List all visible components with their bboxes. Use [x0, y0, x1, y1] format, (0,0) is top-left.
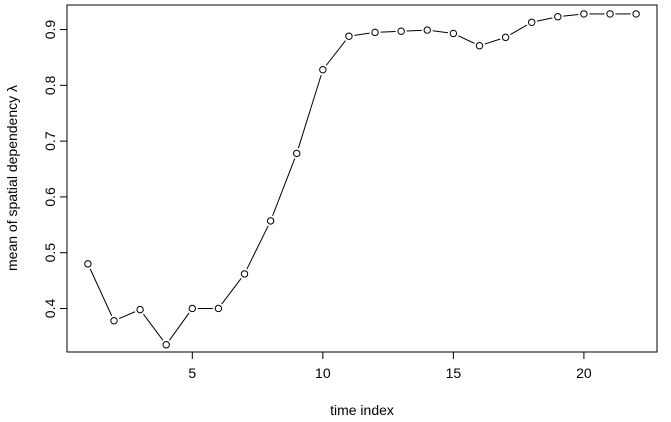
line-segment-1: [89, 268, 113, 316]
data-point-12: [371, 28, 379, 37]
data-point-4: [162, 341, 170, 349]
data-point-9: [293, 149, 301, 158]
x-tick-label-5: 5: [188, 365, 196, 381]
y-tick-label-0.6: 0.6: [42, 187, 58, 207]
data-point-13: [397, 27, 405, 35]
line-segment-7: [246, 225, 269, 270]
data-point-20: [580, 10, 588, 18]
plot-frame: [66, 4, 658, 353]
line-segment-17: [510, 24, 528, 36]
line-segment-8: [272, 158, 296, 216]
x-tick-label-15: 15: [446, 365, 462, 381]
y-axis-title: mean of spatial dependency λ: [4, 85, 20, 271]
data-point-2: [110, 317, 118, 325]
line-segment-13: [406, 29, 422, 32]
data-point-18: [527, 18, 536, 26]
series-line-group: [89, 13, 631, 341]
data-point-22: [632, 10, 640, 18]
data-point-16: [475, 42, 484, 50]
data-point-8: [266, 217, 275, 225]
x-tick-label-10: 10: [315, 365, 331, 381]
line-segment-2: [118, 311, 136, 320]
series-points-group: [84, 10, 640, 349]
line-segment-15: [458, 35, 475, 44]
x-tick-label-20: 20: [576, 365, 592, 381]
data-point-11: [345, 32, 353, 40]
data-point-10: [319, 66, 327, 74]
data-point-21: [606, 10, 614, 18]
data-point-19: [554, 13, 562, 21]
line-segment-3: [142, 313, 164, 341]
y-tick-label-0.8: 0.8: [42, 75, 58, 95]
line-segment-4: [169, 312, 190, 341]
y-tick-label-0.5: 0.5: [42, 243, 58, 263]
y-axis: 0.4 0.5 0.6 0.7 0.8 0.9: [42, 20, 67, 319]
data-point-5: [188, 304, 197, 313]
line-segment-9: [297, 74, 322, 149]
x-axis-title: time index: [330, 402, 394, 418]
line-segment-11: [354, 32, 370, 36]
y-tick-label-0.4: 0.4: [42, 299, 58, 319]
data-point-17: [501, 33, 510, 42]
data-point-14: [423, 26, 431, 34]
line-segment-14: [432, 30, 448, 34]
line-segment-18: [536, 17, 553, 22]
line-segment-6: [221, 277, 242, 305]
x-axis: 5 10 15 20: [188, 352, 592, 381]
y-tick-label-0.7: 0.7: [42, 131, 58, 151]
data-point-3: [136, 305, 144, 314]
data-point-6: [214, 304, 223, 313]
data-point-1: [84, 260, 92, 268]
data-point-7: [240, 270, 249, 278]
line-segment-10: [325, 40, 346, 66]
data-point-15: [449, 29, 458, 38]
y-tick-label-0.9: 0.9: [42, 20, 58, 40]
line-segment-16: [484, 38, 501, 45]
line-segment-19: [563, 14, 579, 17]
line-segment-12: [380, 30, 396, 33]
